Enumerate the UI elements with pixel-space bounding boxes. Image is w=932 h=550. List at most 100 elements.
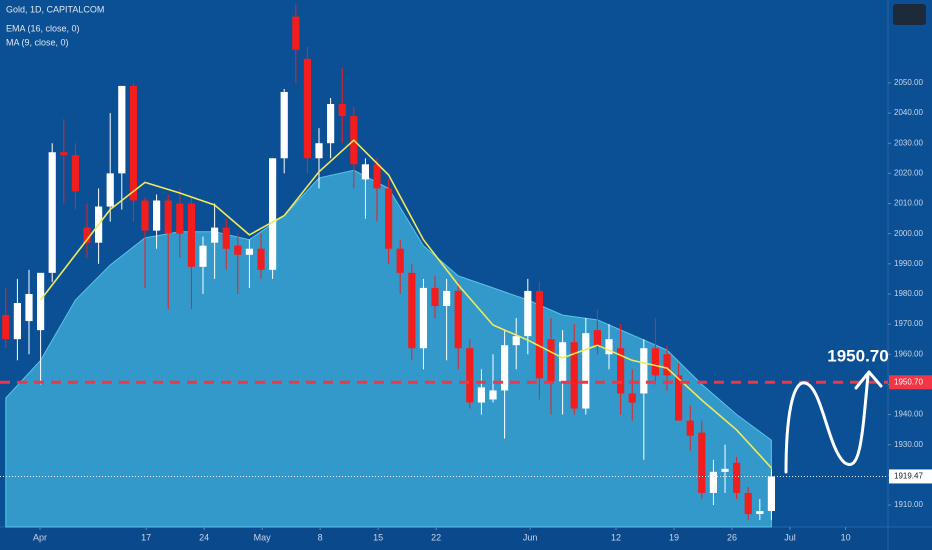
candle-body (431, 287, 439, 307)
candle-body (454, 290, 462, 349)
y-tick-label: 2000.00 (894, 229, 923, 238)
candle-body (512, 336, 520, 346)
candle-body (327, 104, 335, 144)
toolbar-button[interactable] (893, 4, 926, 25)
candle-body (13, 302, 21, 340)
x-tick-label: 15 (373, 532, 383, 542)
candle-body (477, 387, 486, 403)
legend-entry: EMA (16, close, 0) (6, 23, 80, 33)
x-tick-label: 26 (727, 532, 737, 542)
candle-body (419, 287, 428, 349)
candle-body (292, 16, 300, 50)
candle-body (199, 245, 207, 267)
candle-body (211, 227, 219, 243)
candle-body (744, 492, 752, 515)
candle-body (269, 158, 277, 270)
candle-body (570, 342, 578, 409)
candle-body (617, 348, 625, 394)
x-axis-strip (0, 527, 932, 550)
y-tick-label: 2010.00 (894, 199, 923, 208)
candle-body (489, 390, 497, 400)
candle-body (303, 58, 312, 159)
candle-body (257, 248, 265, 270)
candle-body (129, 85, 137, 201)
candle-body (141, 200, 149, 231)
y-tick-label: 1940.00 (894, 410, 923, 419)
candle-body (628, 393, 636, 403)
candle-body (83, 227, 91, 243)
candle-body (640, 348, 648, 394)
candle-body (106, 173, 114, 207)
x-tick-label: Jun (523, 532, 538, 542)
ma-area (5, 169, 772, 528)
candle-body (48, 152, 56, 273)
candle-body (245, 248, 254, 255)
candle-body (396, 248, 404, 273)
candle-body (118, 85, 126, 174)
drawn-arrow (784, 373, 870, 474)
x-tick-label: 22 (431, 532, 441, 542)
candle-body (187, 203, 196, 267)
y-tick-label: 1990.00 (894, 259, 923, 268)
candle-body (721, 468, 729, 472)
y-tick-label: 2030.00 (894, 138, 923, 147)
candle-body (234, 245, 242, 255)
candle-body (675, 375, 683, 421)
candle-body (651, 348, 660, 376)
candle-body (535, 290, 544, 379)
x-tick-label: Apr (33, 532, 47, 542)
y-tick-label: 2040.00 (894, 108, 923, 117)
y-tick-label: 2020.00 (894, 168, 923, 177)
legend-title: Gold, 1D, CAPITALCOM (6, 4, 104, 14)
candle-body (582, 333, 590, 409)
candle-body (25, 293, 33, 322)
y-tick-label: 1930.00 (894, 440, 923, 449)
x-tick-label: 8 (318, 532, 323, 542)
candle-body (60, 152, 68, 156)
candle-body (466, 348, 474, 403)
candle-body (385, 188, 393, 249)
x-tick-label: 19 (669, 532, 679, 542)
arrow-head (854, 370, 883, 390)
last-price-badge (889, 469, 932, 484)
candle-body (164, 200, 172, 234)
candle-body (280, 91, 288, 159)
plot-area (0, 4, 888, 528)
level-label: 1950.70 (894, 377, 923, 386)
candle-body (709, 471, 718, 493)
x-tick-label: 24 (199, 532, 209, 542)
ema-line (39, 139, 772, 469)
candle-body (153, 200, 161, 231)
legend-entry: MA (9, close, 0) (6, 37, 69, 47)
candle-body (37, 272, 45, 331)
candle-body (663, 354, 671, 376)
candle-body (547, 339, 555, 382)
candle-body (338, 104, 346, 117)
annotation: 1950.70 (827, 346, 888, 365)
candle-body (767, 476, 776, 512)
y-tick-label: 1970.00 (894, 319, 923, 328)
candle-body (559, 342, 567, 382)
candle-body (2, 315, 10, 340)
candle-body (501, 345, 509, 391)
candle-body (222, 227, 230, 249)
candle-body (593, 330, 602, 346)
last-price-label: 1919.47 (894, 472, 923, 481)
level-badge (889, 375, 932, 390)
x-tick-label: 10 (841, 532, 851, 542)
candle-body (698, 432, 706, 493)
y-tick-label: 1910.00 (894, 500, 923, 509)
candle-body (605, 339, 613, 355)
y-tick-label: 1960.00 (894, 349, 923, 358)
y-tick-label: 1980.00 (894, 289, 923, 298)
y-tick-label: 2050.00 (894, 78, 923, 87)
candle-body (315, 143, 323, 159)
candle-body (408, 272, 416, 349)
x-tick-label: Jul (784, 532, 796, 542)
candle-body (71, 155, 79, 192)
candle-body (361, 164, 370, 180)
candle-body (373, 164, 381, 189)
x-tick-label: May (254, 532, 272, 542)
candle-body (176, 203, 184, 234)
